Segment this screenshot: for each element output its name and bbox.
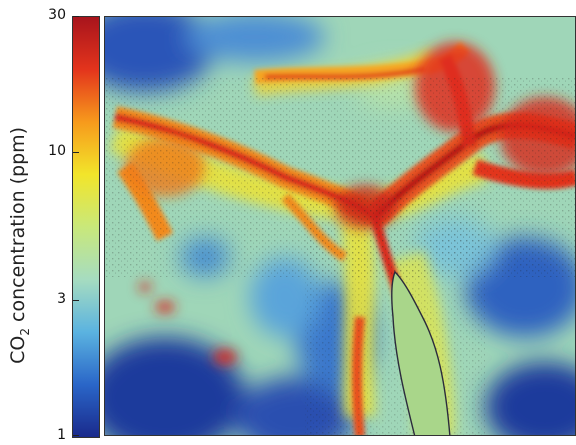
lake (390, 270, 451, 435)
colorbar (72, 16, 100, 438)
label-subscript: 2 (17, 327, 32, 336)
map-canvas (105, 17, 575, 435)
label-prefix: CO (6, 335, 29, 364)
colorbar-tick-mark (73, 16, 79, 17)
colorbar-tick-label: 10 (48, 142, 66, 159)
co2-map (104, 16, 576, 436)
label-suffix: concentration (ppm) (6, 126, 29, 328)
colorbar-axis-label: CO2 concentration (ppm) (2, 120, 36, 370)
building-texture (105, 77, 575, 435)
colorbar-tick-mark (73, 151, 79, 153)
colorbar-tick-mark (73, 435, 79, 436)
colorbar-tick-label: 30 (48, 7, 66, 23)
colorbar-tick-label: 3 (57, 291, 66, 308)
colorbar-tick-mark (73, 300, 79, 302)
colorbar-tick-label: 1 (57, 427, 66, 443)
